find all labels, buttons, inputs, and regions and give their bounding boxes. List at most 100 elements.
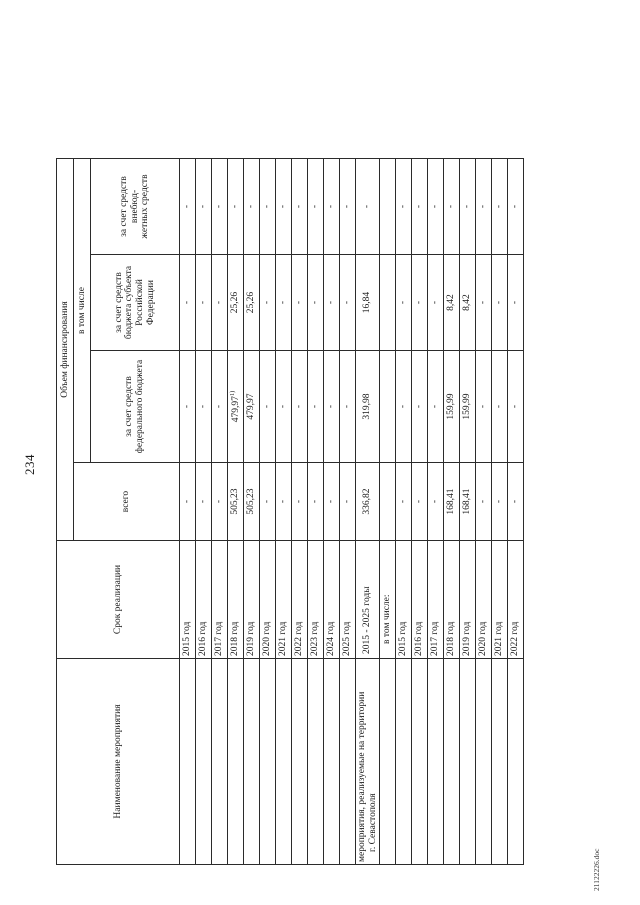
cell-subject: - (275, 254, 292, 351)
cell-total: 505,23 (243, 462, 260, 541)
cell-total: - (475, 462, 492, 541)
cell-subject: 8,42 (443, 254, 460, 351)
cell-subject: - (411, 254, 428, 351)
cell-federal: 159,99 (443, 350, 460, 463)
cell-subject (379, 254, 396, 351)
cell-subject: 25,26 (227, 254, 244, 351)
cell-extrabudget: - (355, 158, 380, 255)
cell-total: - (507, 462, 524, 541)
cell-subject: - (491, 254, 508, 351)
column-header-federal: за счет средств федерального бюджета (90, 350, 180, 463)
table-row: 2016 год - - - - (411, 158, 428, 865)
page-number: 234 (22, 454, 37, 475)
table-row: 2025 год - - - - (339, 158, 356, 865)
cell-measure-name (339, 658, 356, 865)
cell-term: 2019 год (243, 540, 260, 659)
cell-measure-name (195, 658, 212, 865)
cell-total: - (427, 462, 444, 541)
cell-extrabudget: - (395, 158, 412, 255)
cell-extrabudget: - (339, 158, 356, 255)
cell-extrabudget: - (227, 158, 244, 255)
cell-extrabudget: - (411, 158, 428, 255)
cell-federal: - (339, 350, 356, 463)
column-header-total: всего (73, 462, 180, 541)
cell-federal (379, 350, 396, 463)
cell-subject: - (259, 254, 276, 351)
cell-total: - (195, 462, 212, 541)
table-row: мероприятия, реализуемые на территории г.… (355, 158, 380, 865)
table-row: 2019 год 505,23 479,97 25,26- (243, 158, 260, 865)
cell-federal: 319,98 (355, 350, 380, 463)
cell-federal: - (411, 350, 428, 463)
table-row: 2020 год - - - - (259, 158, 276, 865)
table-header: Наименование мероприятия Срок реализации… (56, 158, 180, 865)
cell-term: 2016 год (195, 540, 212, 659)
cell-term: 2017 год (427, 540, 444, 659)
cell-measure-name (243, 658, 260, 865)
cell-subject: 16,84 (355, 254, 380, 351)
cell-extrabudget: - (323, 158, 340, 255)
table-row: 2022 год - - - - (291, 158, 308, 865)
cell-extrabudget: - (475, 158, 492, 255)
footnote-marker: 1) (229, 390, 237, 397)
cell-federal: - (475, 350, 492, 463)
cell-total: - (491, 462, 508, 541)
cell-total: - (291, 462, 308, 541)
cell-extrabudget: - (443, 158, 460, 255)
cell-term: 2020 год (259, 540, 276, 659)
cell-term: 2021 год (491, 540, 508, 659)
cell-extrabudget: - (507, 158, 524, 255)
cell-federal: 159,99 (459, 350, 476, 463)
cell-total: 505,23 (227, 462, 244, 541)
cell-measure-name (291, 658, 308, 865)
cell-federal: 479,971) (227, 350, 244, 463)
cell-term: 2022 год (291, 540, 308, 659)
cell-federal: 479,97 (243, 350, 260, 463)
cell-extrabudget: - (243, 158, 260, 255)
document-footer-filename: 21122226.doc (592, 848, 601, 891)
cell-measure-name (323, 658, 340, 865)
column-header-extrabudget: за счет средств внебюд- жетных средств (90, 158, 180, 255)
cell-subject: - (195, 254, 212, 351)
cell-federal: - (179, 350, 196, 463)
cell-total: - (323, 462, 340, 541)
cell-total: 168,41 (459, 462, 476, 541)
cell-federal: - (395, 350, 412, 463)
cell-federal: - (323, 350, 340, 463)
cell-term: 2025 год (339, 540, 356, 659)
cell-total: - (211, 462, 228, 541)
cell-extrabudget: - (427, 158, 444, 255)
cell-federal: - (291, 350, 308, 463)
cell-total: - (275, 462, 292, 541)
table-row: 2024 год - - - - (323, 158, 340, 865)
cell-measure-name (259, 658, 276, 865)
cell-subject: - (323, 254, 340, 351)
cell-federal: - (275, 350, 292, 463)
table-body: 2015 год - - - -2016 год - - - -2017 год - - - -2018… (179, 158, 524, 865)
cell-term: 2020 год (475, 540, 492, 659)
cell-measure-name (443, 658, 460, 865)
cell-federal-value: 479,97 (231, 396, 242, 423)
cell-subject: 8,42 (459, 254, 476, 351)
cell-term: в том числе: (379, 540, 396, 659)
cell-extrabudget: - (195, 158, 212, 255)
table-row: 2018 год 168,41 159,99 8,42- (443, 158, 460, 865)
column-header-term: Срок реализации (56, 540, 180, 659)
column-header-extrabudget-line2: жетных средств (140, 174, 151, 239)
cell-measure-name (275, 658, 292, 865)
financing-table: Наименование мероприятия Срок реализации… (56, 158, 524, 865)
cell-total: - (395, 462, 412, 541)
table-row: 2017 год - - - - (211, 158, 228, 865)
cell-term: 2018 год (227, 540, 244, 659)
cell-subject: - (179, 254, 196, 351)
cell-federal: - (507, 350, 524, 463)
cell-measure-name (211, 658, 228, 865)
column-header-volume-group: Объем финансирования (56, 158, 74, 541)
cell-measure-name: мероприятия, реализуемые на территории г.… (355, 658, 380, 865)
table-row: 2021 год - - - - (275, 158, 292, 865)
cell-subject: - (475, 254, 492, 351)
cell-term: 2015 год (395, 540, 412, 659)
cell-extrabudget: - (291, 158, 308, 255)
cell-subject: - (291, 254, 308, 351)
